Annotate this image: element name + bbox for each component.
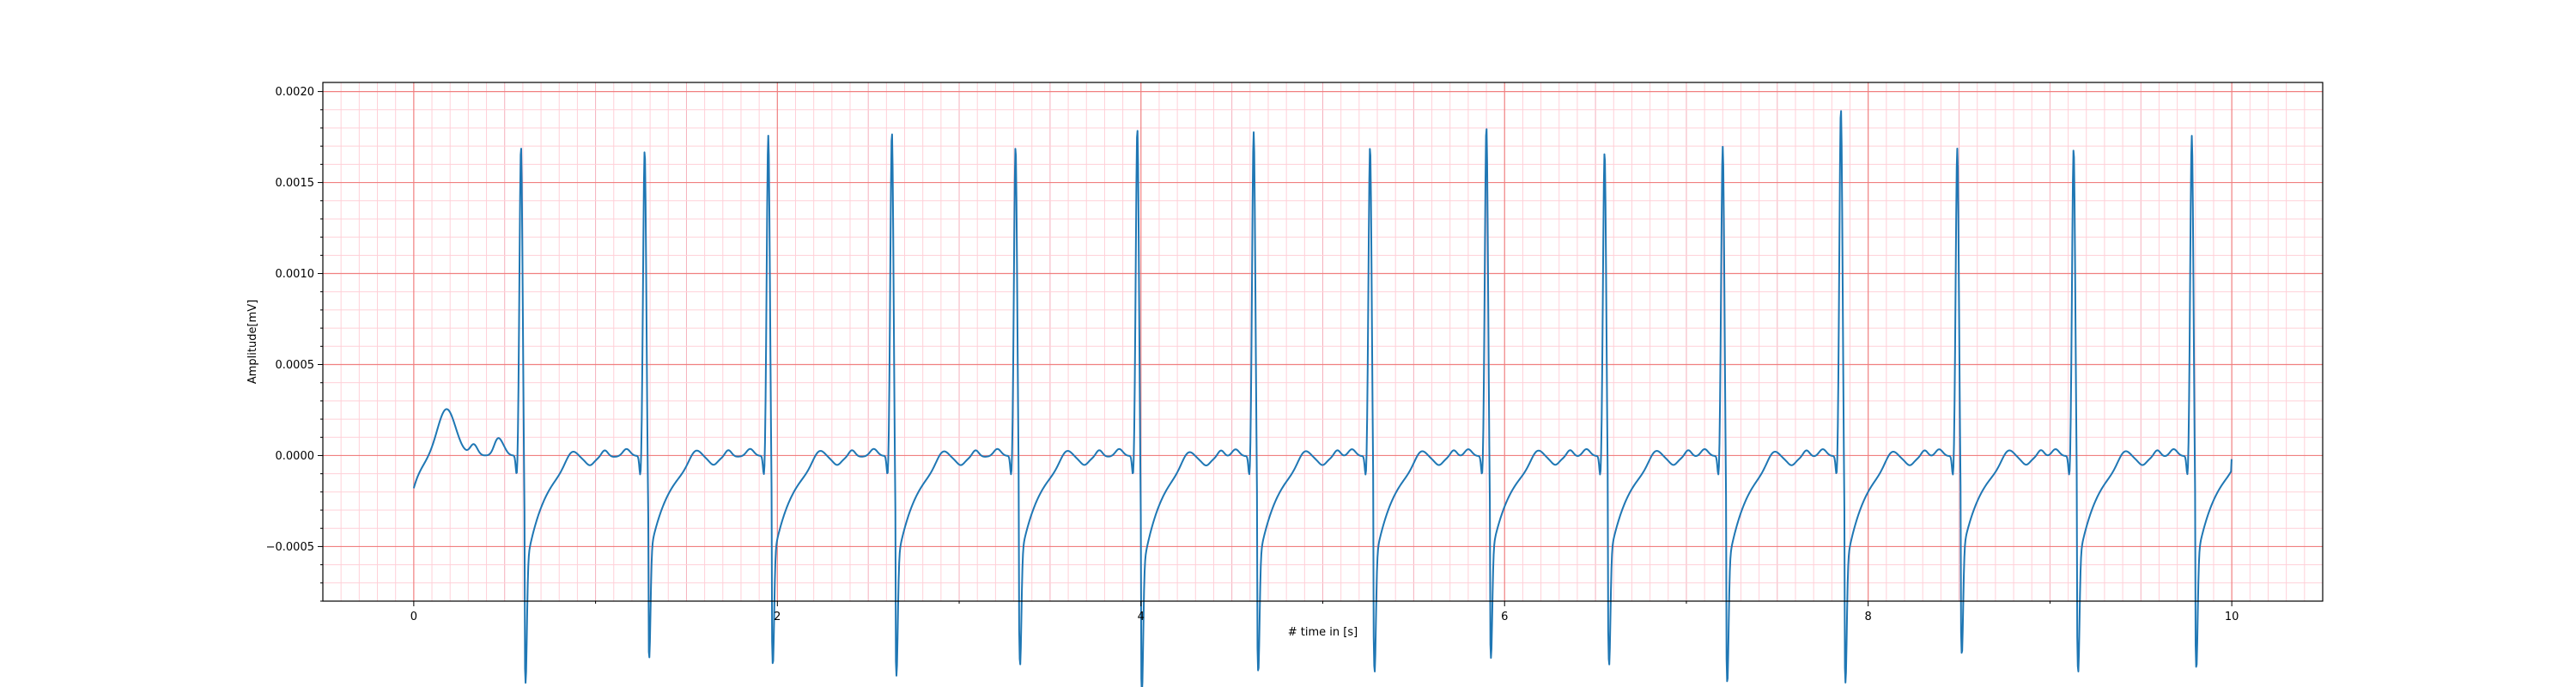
x-tick-label: 6: [1501, 611, 1508, 623]
x-tick-label: 10: [2225, 611, 2239, 623]
y-axis-label: Amplitude[mV]: [246, 300, 259, 384]
y-tick-label: 0.0000: [276, 450, 315, 463]
x-tick-label: 8: [1865, 611, 1872, 623]
x-tick-label: 2: [774, 611, 781, 623]
x-tick-label: 4: [1138, 611, 1145, 623]
y-tick-label: −0.0005: [266, 541, 314, 554]
x-tick-label: 0: [410, 611, 417, 623]
y-tick-label: 0.0020: [276, 86, 315, 99]
ecg-signal-line: [412, 110, 2233, 687]
y-tick-label: 0.0010: [276, 268, 315, 281]
x-axis-label: # time in [s]: [1288, 626, 1358, 639]
y-tick-label: 0.0005: [276, 359, 315, 372]
plot-area: 0 2 4 6 8 10 −0.0005 0.0000 0.0005 0.0010 0.0015 0.…: [266, 82, 2324, 687]
y-tick-label: 0.0015: [276, 177, 315, 190]
